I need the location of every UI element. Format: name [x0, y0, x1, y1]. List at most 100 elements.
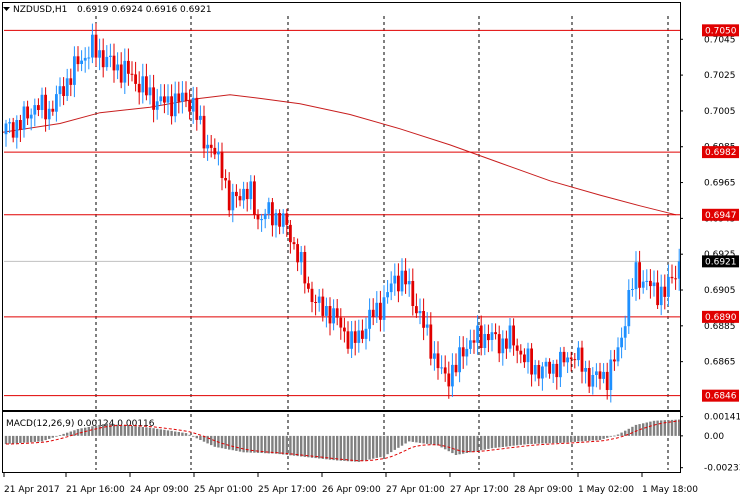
- candle-body: [58, 86, 62, 95]
- candle-body: [343, 327, 346, 332]
- macd-histogram-bar: [462, 435, 465, 454]
- candle-body: [371, 309, 375, 317]
- candle-body: [69, 78, 73, 85]
- macd-histogram-bar: [433, 435, 436, 445]
- macd-histogram-bar: [30, 435, 33, 443]
- price-tick-label: 0.7005: [704, 107, 736, 117]
- macd-histogram-bar: [469, 435, 472, 453]
- macd-histogram-bar: [12, 435, 15, 444]
- candle-body: [163, 96, 166, 103]
- candle-body: [440, 367, 443, 369]
- symbol-dropdown-icon[interactable]: [3, 7, 10, 11]
- candle-body: [317, 296, 321, 303]
- candle-body: [393, 275, 397, 284]
- candle-body: [285, 213, 289, 225]
- macd-histogram-bar: [591, 435, 594, 441]
- macd-histogram-bar: [616, 434, 620, 436]
- macd-histogram-bar: [15, 435, 18, 444]
- macd-histogram-bar: [296, 435, 299, 457]
- candle-body: [55, 94, 58, 112]
- candle-body: [364, 328, 368, 339]
- candle-body: [224, 178, 227, 181]
- candle-body: [544, 361, 548, 367]
- macd-histogram-bar: [436, 435, 440, 446]
- candle-body: [209, 144, 213, 148]
- candle-body: [400, 270, 404, 292]
- macd-histogram-bar: [674, 419, 677, 436]
- candle-body: [249, 181, 253, 200]
- macd-histogram-bar: [444, 435, 447, 450]
- candle-body: [335, 308, 339, 318]
- candle-body: [33, 105, 37, 115]
- candle-body: [242, 188, 245, 201]
- candle-body: [631, 289, 634, 290]
- macd-histogram-bar: [300, 435, 303, 457]
- candle-body: [303, 252, 307, 284]
- candle-body: [181, 92, 184, 102]
- time-tick-label: 26 Apr 09:00: [322, 485, 381, 495]
- macd-histogram-bar: [274, 435, 278, 454]
- macd-histogram-bar: [224, 435, 227, 449]
- candle-body: [98, 50, 101, 58]
- macd-histogram-bar: [66, 432, 69, 436]
- moving-average-layer: [1, 94, 677, 216]
- macd-histogram-bar: [415, 435, 418, 443]
- macd-histogram-bar: [516, 435, 519, 446]
- macd-histogram-bar: [577, 435, 580, 442]
- frames: [2, 2, 681, 473]
- candle-body: [8, 122, 11, 124]
- candle-body: [184, 92, 188, 101]
- candle-body: [65, 78, 69, 96]
- macd-histogram-bar: [58, 435, 62, 436]
- candle-body: [119, 64, 123, 83]
- candle-body: [577, 347, 580, 361]
- candle-body: [253, 181, 256, 215]
- macd-histogram-bar: [458, 435, 461, 455]
- macd-histogram-bar: [390, 435, 393, 453]
- candle-body: [296, 244, 299, 263]
- macd-histogram-bar: [285, 435, 288, 455]
- macd-histogram-bar: [588, 435, 591, 441]
- level-price-tag: [702, 208, 739, 221]
- candle-body: [199, 115, 202, 120]
- candle-body: [573, 359, 577, 361]
- macd-label: MACD(12,26,9) 0.00124 0.00116: [6, 419, 155, 429]
- macd-histogram-bar: [307, 435, 310, 458]
- macd-histogram-bar: [130, 426, 134, 436]
- candle-body: [353, 331, 357, 343]
- macd-histogram-bar: [490, 435, 494, 449]
- macd-histogram-bar: [138, 426, 141, 436]
- level-price-tag: [702, 146, 739, 159]
- candle-body: [134, 74, 137, 84]
- macd-histogram-bar: [379, 435, 382, 458]
- macd-histogram-bar: [645, 422, 648, 436]
- macd-histogram-bar: [94, 425, 98, 436]
- candle-body: [281, 213, 285, 227]
- candle-body: [173, 93, 177, 117]
- time-tick-label: 28 Apr 09:00: [514, 485, 573, 495]
- macd-histogram-bar: [627, 428, 630, 436]
- macd-histogram-bar: [235, 435, 238, 451]
- candle-body: [508, 325, 512, 349]
- macd-histogram-bar: [544, 435, 548, 444]
- macd-histogram-bar: [523, 435, 526, 445]
- macd-histogram-bar: [192, 435, 195, 437]
- macd-histogram-bar: [292, 435, 296, 456]
- macd-histogram-bar: [55, 435, 58, 437]
- macd-histogram-bar: [26, 435, 29, 443]
- macd-histogram-bar: [559, 435, 562, 443]
- macd-histogram-bar: [454, 435, 458, 455]
- candle-body: [37, 105, 40, 110]
- candle-body: [245, 188, 249, 200]
- macd-histogram-bar: [109, 423, 112, 436]
- candle-body: [569, 357, 573, 360]
- macd-histogram-bar: [494, 435, 497, 448]
- candle-body: [407, 281, 411, 285]
- macd-histogram-bar: [400, 435, 404, 446]
- candle-body: [433, 353, 436, 359]
- macd-pane-frame: [2, 411, 681, 473]
- candle-body: [501, 338, 505, 354]
- candle-body: [375, 302, 379, 317]
- macd-histogram-bar: [357, 435, 360, 462]
- candle-body: [447, 373, 451, 387]
